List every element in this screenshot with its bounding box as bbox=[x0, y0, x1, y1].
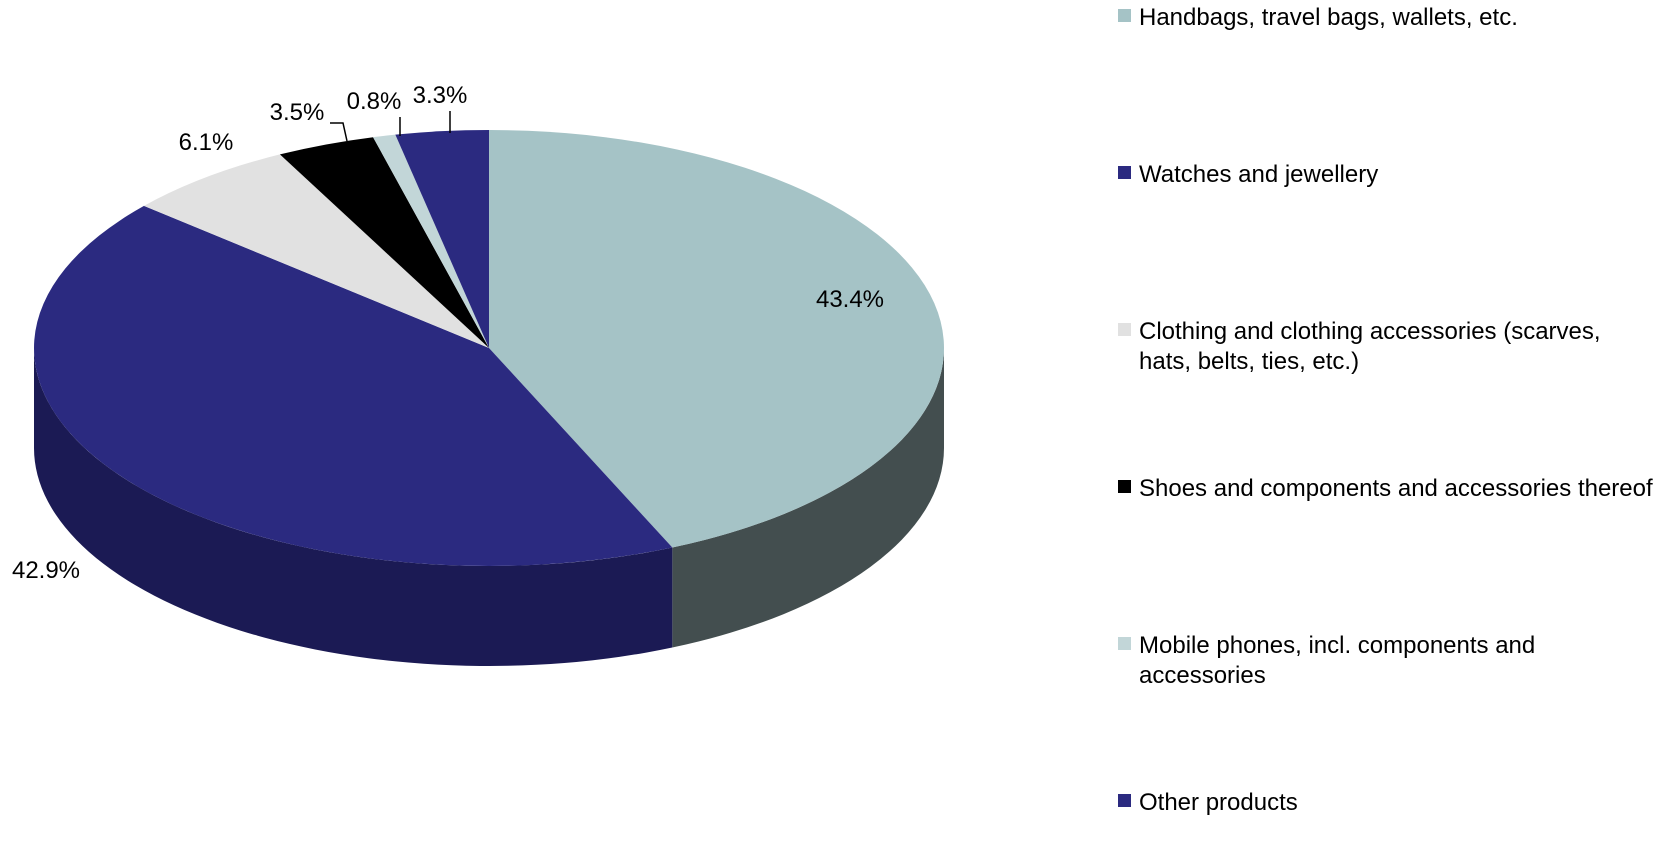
slice-label-1: 42.9% bbox=[12, 557, 80, 584]
legend-item-4: Mobile phones, incl. components and acce… bbox=[1118, 631, 1659, 691]
legend-label-5: Other products bbox=[1139, 789, 1298, 816]
legend-item-0: Handbags, travel bags, wallets, etc. bbox=[1118, 3, 1659, 33]
legend-item-2: Clothing and clothing accessories (scarv… bbox=[1118, 317, 1659, 377]
slice-label-5: 3.3% bbox=[413, 82, 468, 109]
slice-label-0: 43.4% bbox=[816, 286, 884, 313]
legend-swatch-1 bbox=[1118, 166, 1131, 179]
slice-label-3: 3.5% bbox=[270, 99, 325, 126]
legend-label-0: Handbags, travel bags, wallets, etc. bbox=[1139, 4, 1518, 31]
legend-swatch-2 bbox=[1118, 323, 1131, 336]
legend-label-2: Clothing and clothing accessories (scarv… bbox=[1139, 318, 1601, 375]
legend-item-3: Shoes and components and accessories the… bbox=[1118, 474, 1659, 504]
pie-slice-4 bbox=[373, 134, 489, 348]
pie-slice-0 bbox=[489, 130, 945, 548]
slice-label-2: 6.1% bbox=[179, 129, 234, 156]
legend: Handbags, travel bags, wallets, etc. Watc… bbox=[1118, 0, 1659, 863]
pie-slice-1 bbox=[33, 205, 673, 566]
legend-swatch-0 bbox=[1118, 9, 1131, 22]
legend-item-5: Other products bbox=[1118, 788, 1659, 818]
pie-slice-5 bbox=[395, 130, 489, 348]
pie-sides bbox=[34, 348, 944, 666]
legend-swatch-4 bbox=[1118, 637, 1131, 650]
legend-label-3: Shoes and components and accessories the… bbox=[1139, 475, 1653, 502]
label-leader-3 bbox=[330, 122, 348, 142]
pie-slice-3 bbox=[279, 137, 489, 348]
pie-chart: 43.4% 42.9% 6.1% 3.5% 0.8% 3.3% bbox=[12, 82, 945, 666]
pie-side-0 bbox=[672, 348, 944, 648]
slice-labels: 43.4% 42.9% 6.1% 3.5% 0.8% 3.3% bbox=[12, 82, 884, 584]
legend-label-4: Mobile phones, incl. components and acce… bbox=[1139, 632, 1536, 689]
slice-label-4: 0.8% bbox=[347, 88, 402, 115]
pie-slices bbox=[33, 130, 945, 566]
legend-label-1: Watches and jewellery bbox=[1139, 161, 1379, 188]
pie-slice-2 bbox=[143, 154, 490, 348]
legend-swatch-3 bbox=[1118, 480, 1131, 493]
legend-item-1: Watches and jewellery bbox=[1118, 160, 1659, 190]
pie-side-1 bbox=[34, 348, 673, 666]
legend-swatch-5 bbox=[1118, 794, 1131, 807]
